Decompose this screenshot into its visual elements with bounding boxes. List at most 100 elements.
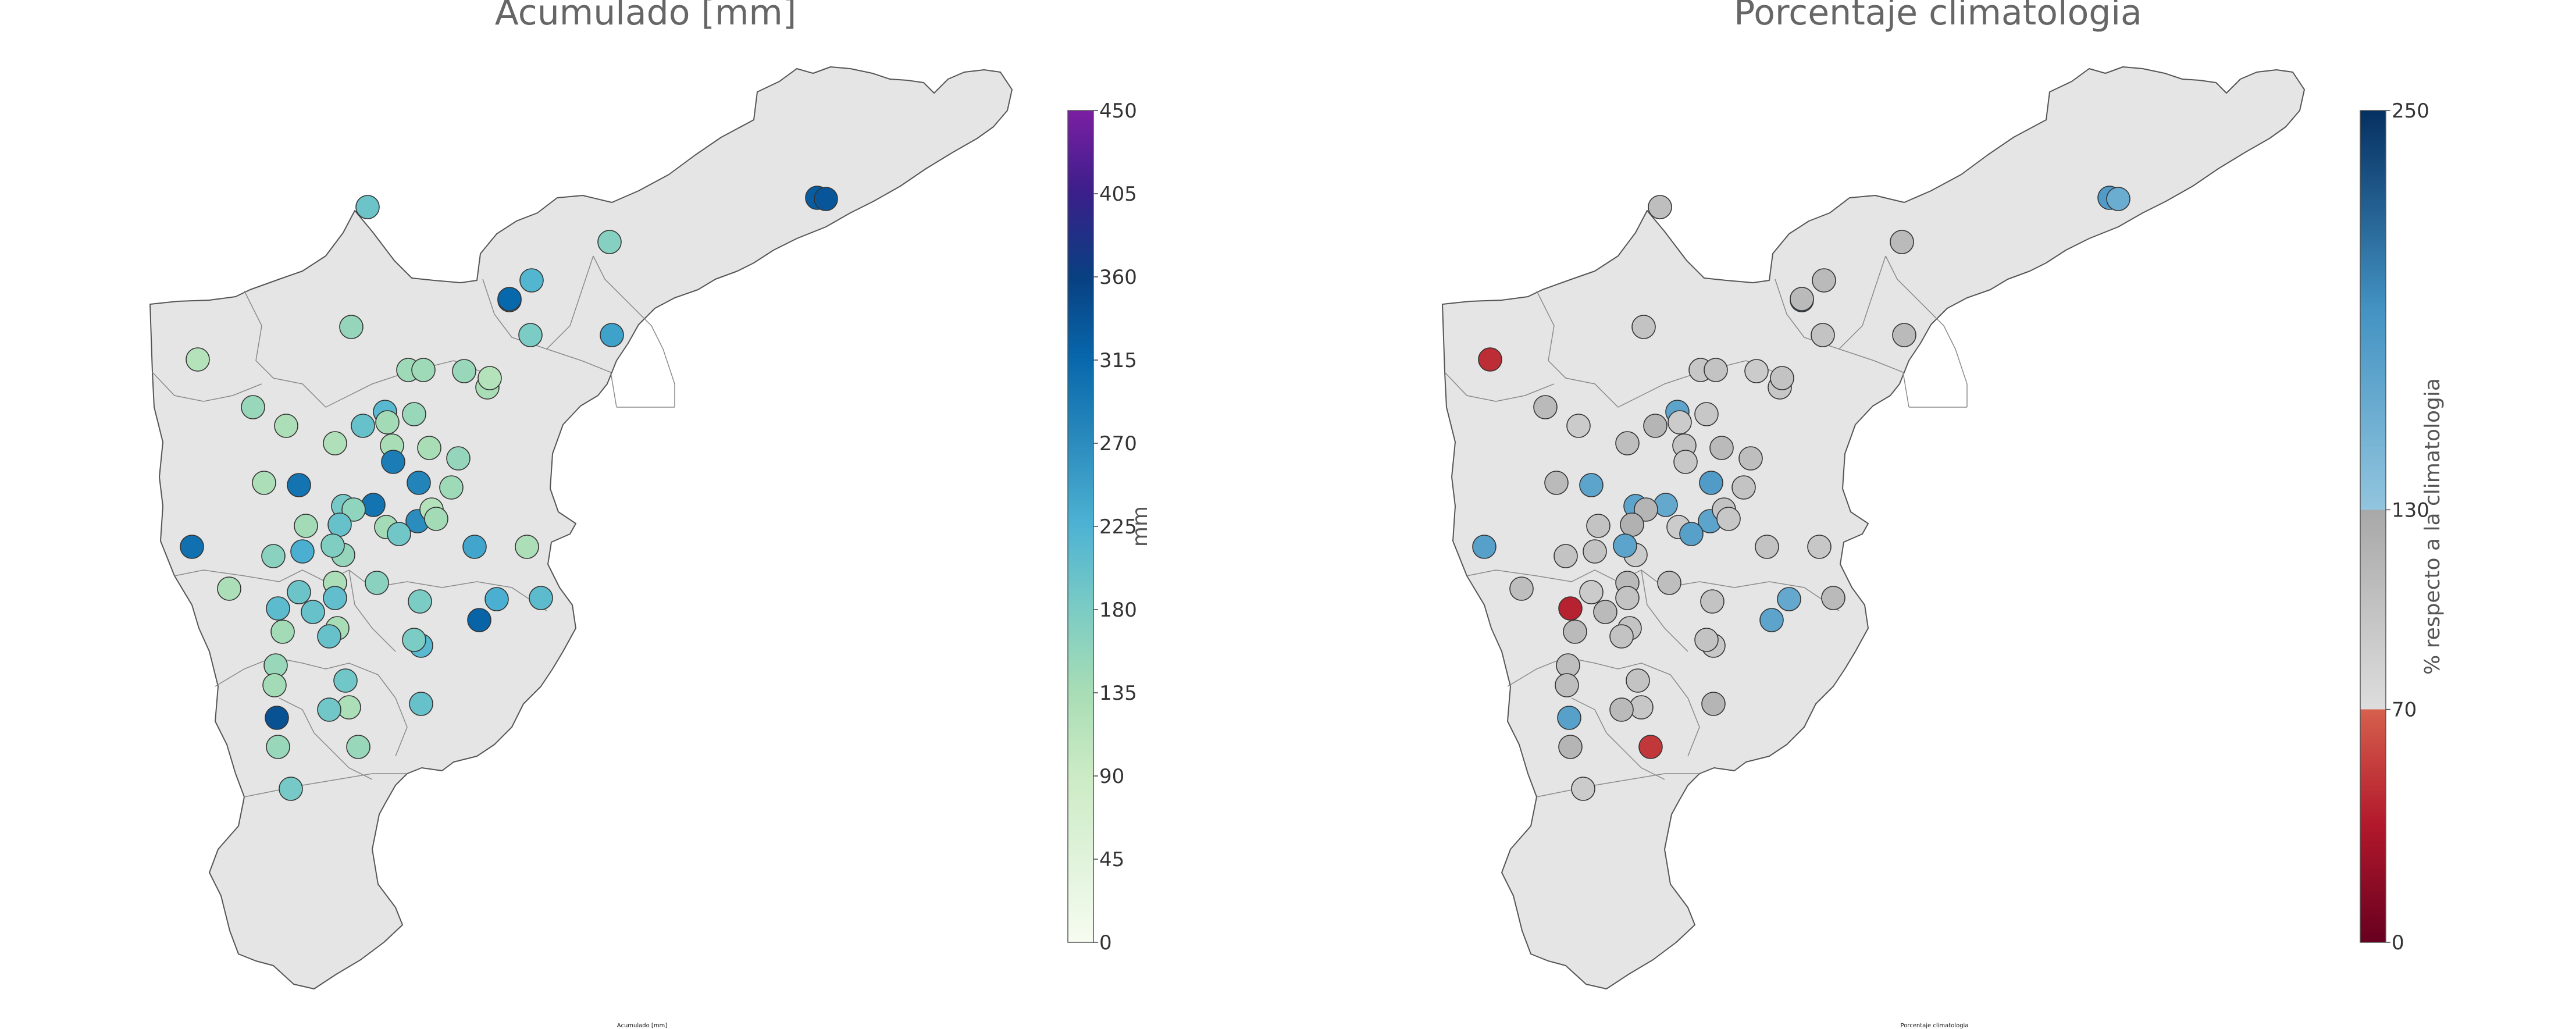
station-marker [518, 323, 543, 347]
station-marker [411, 358, 436, 382]
station-marker [261, 544, 286, 568]
station-marker [417, 436, 441, 460]
station-marker [287, 473, 311, 497]
station-marker [1790, 287, 1814, 311]
colorbar-tick-label: 70 [2392, 699, 2417, 722]
colorbar-tick-label: 360 [1099, 266, 1137, 289]
station-marker [1821, 586, 1845, 610]
station-marker [597, 230, 622, 254]
colorbar-tick-label: 90 [1099, 765, 1124, 788]
station-marker [497, 287, 522, 311]
station-marker [1609, 624, 1634, 649]
station-marker [1643, 414, 1668, 438]
colorbar-tick-label: 450 [1099, 99, 1137, 123]
station-marker [1544, 471, 1569, 495]
station-marker [814, 187, 838, 211]
station-marker [1744, 359, 1769, 383]
station-marker [270, 619, 295, 644]
station-marker [1555, 673, 1579, 697]
station-marker [266, 735, 290, 759]
station-marker [180, 535, 204, 559]
station-marker [1557, 706, 1581, 730]
station-marker [341, 497, 366, 522]
station-marker [1571, 777, 1595, 801]
colorbar-tick-label: 45 [1099, 848, 1124, 871]
station-marker [1770, 366, 1794, 390]
station-marker [462, 535, 487, 559]
map-title: Acumulado [mm] [495, 0, 797, 33]
station-marker [1563, 619, 1587, 644]
station-marker [1709, 436, 1734, 460]
station-marker [600, 323, 624, 347]
station-marker [1478, 347, 1502, 372]
station-marker [1631, 315, 1656, 339]
station-marker [1583, 539, 1607, 564]
map-acumulado: Acumulado [mm]Acumulado [mm]450405360315… [149, 0, 1152, 1029]
station-marker [408, 589, 432, 614]
region-outline [149, 66, 1013, 989]
station-marker [387, 522, 411, 546]
station-marker [1812, 268, 1836, 293]
colorbar-tick-label: 225 [1099, 515, 1137, 539]
colorbar-label: % respecto a la climatologia [2421, 378, 2445, 675]
station-marker [1586, 514, 1611, 538]
station-marker [424, 507, 448, 531]
station-marker [446, 446, 471, 471]
station-marker [241, 395, 265, 419]
station-marker [1654, 493, 1678, 517]
station-marker [519, 268, 544, 293]
station-marker [1613, 533, 1637, 558]
colorbar-tick-label: 405 [1099, 183, 1137, 206]
colorbar-tick-label: 180 [1099, 599, 1137, 622]
station-marker [1558, 735, 1583, 759]
station-marker [1694, 402, 1719, 426]
station-marker [266, 596, 290, 621]
station-marker [402, 628, 426, 652]
colorbar-tick-label: 130 [2392, 499, 2429, 522]
station-marker [1668, 410, 1692, 435]
colorbar-tick-label: 135 [1099, 682, 1137, 705]
station-marker [1699, 471, 1723, 495]
station-marker [1558, 596, 1583, 621]
station-marker [1472, 535, 1497, 559]
station-marker [1679, 522, 1704, 546]
station-marker [323, 586, 347, 610]
station-marker [452, 359, 476, 383]
station-marker [346, 735, 370, 759]
colorbar-tick-label: 315 [1099, 349, 1137, 372]
station-marker [407, 471, 431, 495]
station-marker [317, 624, 341, 649]
station-marker [409, 692, 433, 716]
station-marker [1807, 535, 1832, 559]
station-marker [265, 706, 289, 730]
station-marker [333, 668, 358, 693]
colorbar-tick-label: 0 [1099, 931, 1112, 955]
station-marker [339, 315, 364, 339]
station-marker [1615, 586, 1640, 610]
station-marker [1704, 358, 1728, 382]
station-marker [1892, 323, 1916, 347]
station-marker [1509, 576, 1534, 601]
station-marker [1634, 497, 1658, 522]
station-marker [2106, 187, 2130, 211]
station-marker [375, 410, 400, 435]
station-marker [1657, 571, 1681, 595]
station-marker [186, 347, 210, 372]
station-marker [327, 512, 352, 537]
map-title: Porcentaje climatologia [1734, 0, 2142, 33]
station-marker [365, 571, 389, 595]
station-marker [301, 600, 325, 624]
station-marker [1759, 608, 1784, 632]
station-marker [467, 608, 491, 632]
station-marker [252, 471, 276, 495]
station-marker [1701, 692, 1726, 716]
station-marker [320, 533, 345, 558]
station-marker [279, 777, 303, 801]
station-marker [355, 195, 380, 219]
station-marker [1554, 544, 1578, 568]
station-marker [1777, 587, 1801, 611]
station-marker [1615, 431, 1640, 455]
station-marker [290, 539, 315, 564]
